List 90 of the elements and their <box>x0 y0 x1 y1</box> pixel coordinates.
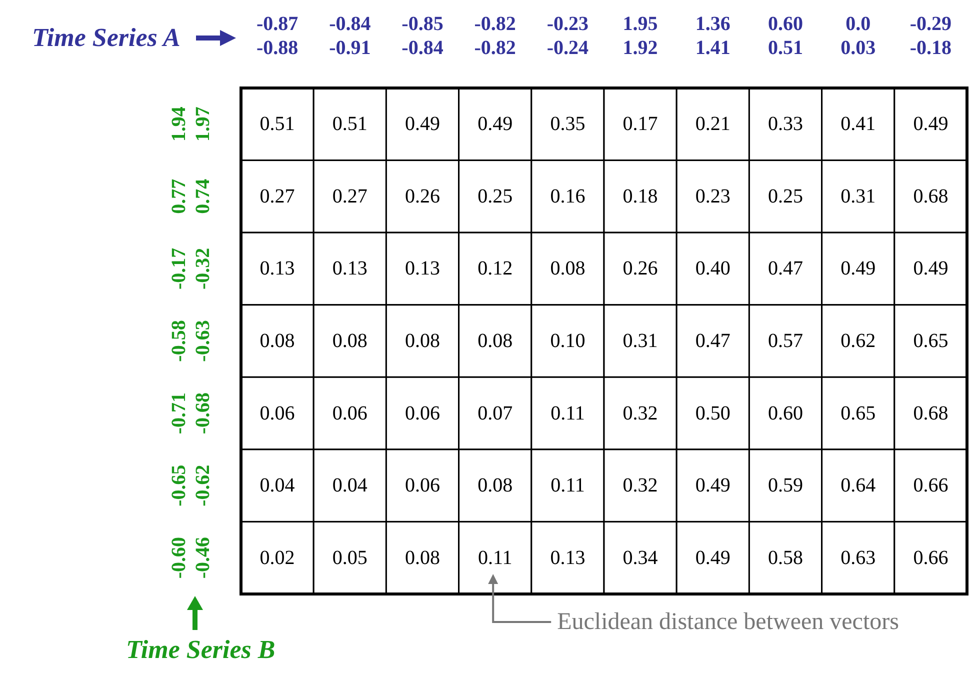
data-label: 0.10 <box>550 330 586 352</box>
y-tick-label: -0.60 -0.46 <box>168 537 214 579</box>
data-label: 0.13 <box>550 546 586 569</box>
data-label: 0.23 <box>695 185 730 208</box>
x-tick-label: 0.0 0.03 <box>840 13 876 59</box>
data-label: 0.08 <box>332 330 368 352</box>
data-label: 0.08 <box>260 330 295 352</box>
data-label: 0.13 <box>405 258 440 280</box>
y-tick-label: -0.71 -0.68 <box>168 392 214 434</box>
data-label: 0.31 <box>622 330 658 352</box>
data-label: 0.49 <box>840 258 876 280</box>
data-label: 0.05 <box>332 546 368 569</box>
text: Euclidean distance between vectors <box>557 609 899 635</box>
data-label: 0.63 <box>840 546 876 569</box>
data-label: 0.41 <box>840 113 876 136</box>
data-label: 0.12 <box>478 258 513 280</box>
data-label: 0.65 <box>840 402 876 424</box>
x-tick-label: -0.82 -0.82 <box>474 13 516 59</box>
data-label: 0.08 <box>478 330 513 352</box>
data-label: 0.49 <box>695 546 730 569</box>
data-label: 0.32 <box>622 474 658 497</box>
data-label: 0.18 <box>622 185 658 208</box>
y-tick-label: -0.58 -0.63 <box>168 320 214 362</box>
data-label: 0.31 <box>840 185 876 208</box>
data-label: 0.51 <box>332 113 368 136</box>
data-label: 0.06 <box>260 402 295 424</box>
data-label: 0.49 <box>913 113 948 136</box>
data-label: 0.40 <box>695 258 730 280</box>
data-label: 0.33 <box>768 113 803 136</box>
data-label: 0.66 <box>913 474 948 497</box>
data-label: 0.50 <box>695 402 730 424</box>
data-label: 0.35 <box>550 113 586 136</box>
data-label: 0.08 <box>550 258 586 280</box>
y-axis-title: Time Series B <box>126 635 276 664</box>
data-label: 0.47 <box>768 258 803 280</box>
x-tick-label: -0.29 -0.18 <box>910 13 952 59</box>
data-label: 0.49 <box>695 474 730 497</box>
data-label: 0.65 <box>913 330 948 352</box>
data-label: 0.13 <box>332 258 368 280</box>
data-label: 0.49 <box>478 113 513 136</box>
data-label: 0.32 <box>622 402 658 424</box>
data-label: 0.68 <box>913 402 948 424</box>
x-tick-label: -0.23 -0.24 <box>546 13 589 59</box>
data-label: 0.06 <box>332 402 368 424</box>
data-label: 0.06 <box>405 474 440 497</box>
data-label: 0.04 <box>332 474 368 497</box>
data-label: 0.21 <box>695 113 730 136</box>
y-tick-label: 0.77 0.74 <box>168 178 214 214</box>
data-label: 0.26 <box>622 258 658 280</box>
data-label: 0.47 <box>695 330 730 352</box>
data-label: 0.11 <box>550 402 585 424</box>
data-label: 0.51 <box>260 113 295 136</box>
x-tick-label: 1.95 1.92 <box>622 13 658 59</box>
y-tick-label: -0.65 -0.62 <box>168 464 214 506</box>
data-label: 0.04 <box>260 474 295 497</box>
data-label: 0.08 <box>478 474 513 497</box>
y-tick-label: -0.17 -0.32 <box>168 248 214 290</box>
x-tick-label: -0.84 -0.91 <box>329 13 371 59</box>
x-tick-label: -0.87 -0.88 <box>256 13 298 59</box>
x-tick-label: -0.85 -0.84 <box>402 13 444 59</box>
data-label: 0.58 <box>768 546 803 569</box>
data-label: 0.66 <box>913 546 948 569</box>
data-label: 0.68 <box>913 185 948 208</box>
data-label: 0.02 <box>260 546 295 569</box>
data-label: 0.34 <box>622 546 658 569</box>
data-label: 0.06 <box>405 402 440 424</box>
data-label: 0.62 <box>840 330 876 352</box>
data-label: 0.11 <box>478 546 512 569</box>
data-label: 0.08 <box>405 546 440 569</box>
data-label: 0.60 <box>768 402 803 424</box>
data-label: 0.07 <box>478 402 513 424</box>
data-label: 0.49 <box>405 113 440 136</box>
data-label: 0.25 <box>768 185 803 208</box>
data-label: 0.27 <box>260 185 295 208</box>
data-label: 0.64 <box>840 474 876 497</box>
data-label: 0.11 <box>550 474 585 497</box>
data-label: 0.27 <box>332 185 368 208</box>
data-label: 0.49 <box>913 258 948 280</box>
x-axis-title: Time Series A <box>32 23 180 52</box>
data-label: 0.59 <box>768 474 803 497</box>
data-label: 0.13 <box>260 258 295 280</box>
x-tick-label: 1.36 1.41 <box>695 13 730 59</box>
y-tick-label: 1.94 1.97 <box>168 106 214 142</box>
data-label: 0.17 <box>622 113 658 136</box>
x-tick-label: 0.60 0.51 <box>768 13 803 59</box>
data-label: 0.25 <box>478 185 513 208</box>
data-label: 0.16 <box>550 185 586 208</box>
data-label: 0.26 <box>405 185 440 208</box>
data-label: 0.57 <box>768 330 803 352</box>
data-label: 0.08 <box>405 330 440 352</box>
